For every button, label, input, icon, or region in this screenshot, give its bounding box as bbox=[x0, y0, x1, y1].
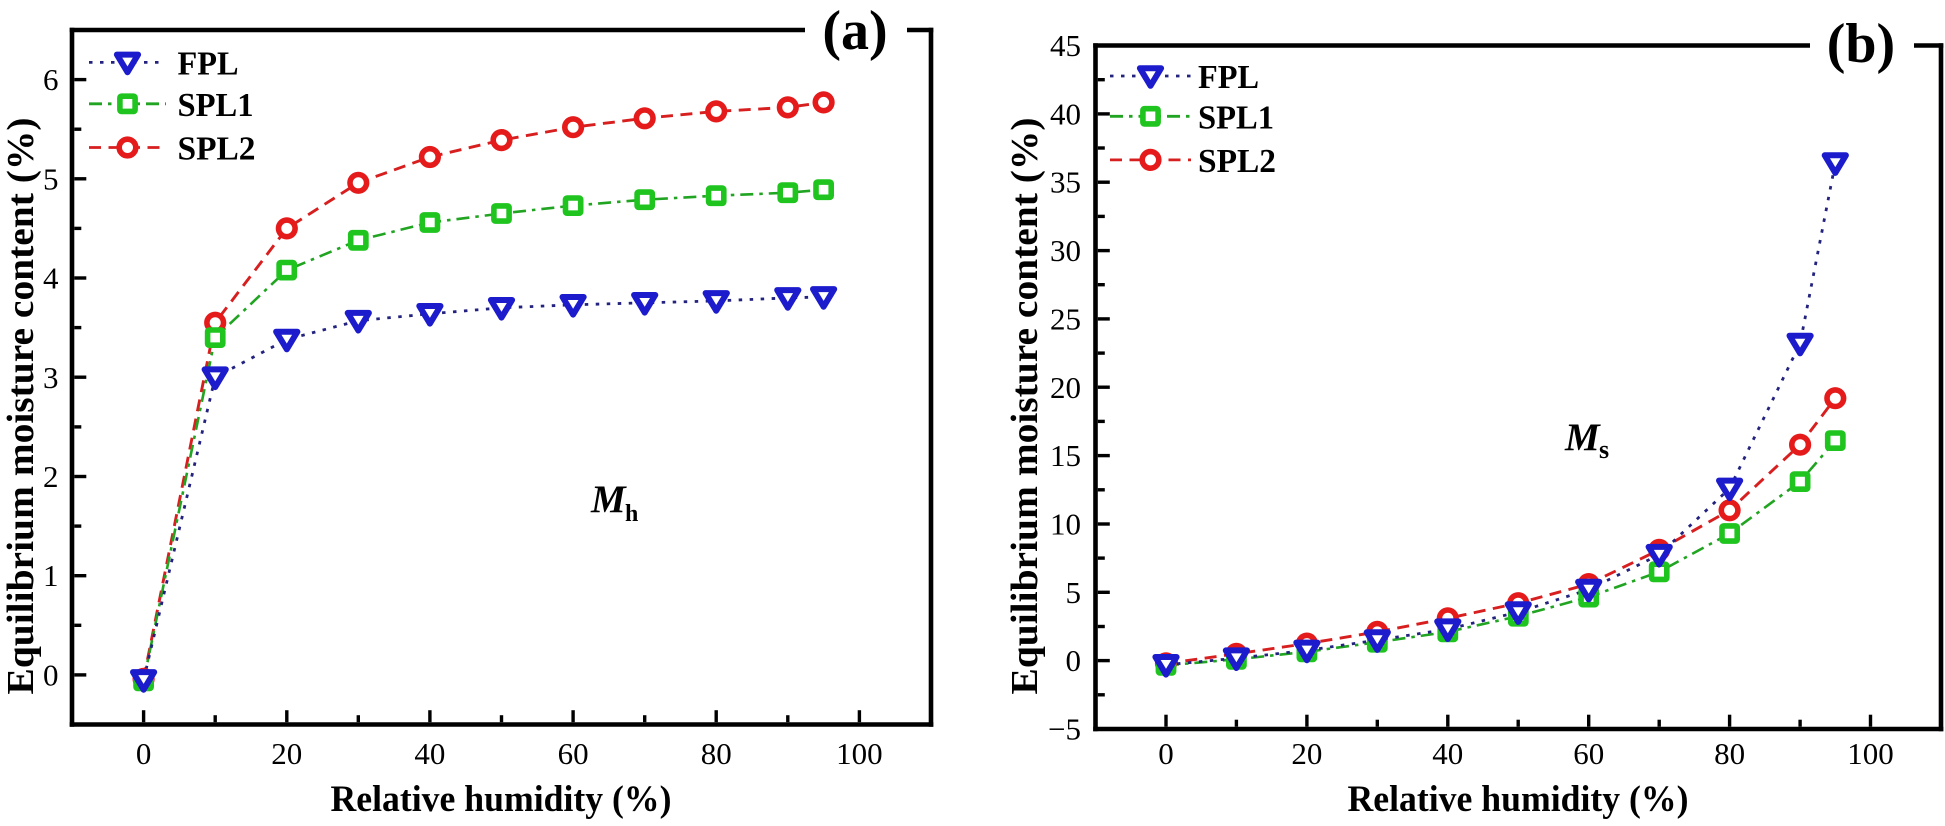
svg-text:Relative humidity (%): Relative humidity (%) bbox=[331, 779, 672, 820]
svg-text:35: 35 bbox=[1050, 165, 1081, 200]
svg-text:h: h bbox=[625, 501, 638, 527]
svg-text:100: 100 bbox=[1847, 736, 1894, 771]
svg-text:SPL1: SPL1 bbox=[178, 87, 254, 124]
svg-text:45: 45 bbox=[1050, 28, 1081, 63]
svg-text:5: 5 bbox=[43, 161, 59, 196]
svg-text:40: 40 bbox=[1432, 736, 1463, 771]
svg-text:15: 15 bbox=[1050, 438, 1081, 473]
svg-text:80: 80 bbox=[701, 736, 732, 771]
svg-text:Equilibrium moisture content (: Equilibrium moisture content (%) bbox=[0, 118, 42, 695]
svg-text:20: 20 bbox=[1050, 370, 1081, 405]
svg-text:3: 3 bbox=[43, 360, 59, 395]
svg-text:SPL2: SPL2 bbox=[178, 131, 256, 168]
svg-text:0: 0 bbox=[43, 657, 59, 692]
svg-text:(a): (a) bbox=[822, 0, 887, 62]
svg-text:M: M bbox=[590, 478, 627, 521]
svg-text:30: 30 bbox=[1050, 233, 1081, 268]
svg-text:20: 20 bbox=[1291, 736, 1322, 771]
svg-text:40: 40 bbox=[414, 736, 445, 771]
svg-text:−5: −5 bbox=[1048, 712, 1081, 747]
svg-text:SPL2: SPL2 bbox=[1198, 143, 1276, 180]
svg-text:4: 4 bbox=[43, 261, 59, 296]
svg-text:0: 0 bbox=[1066, 643, 1082, 678]
svg-text:0: 0 bbox=[136, 736, 152, 771]
svg-text:FPL: FPL bbox=[178, 46, 239, 83]
svg-text:60: 60 bbox=[1573, 736, 1604, 771]
svg-text:1: 1 bbox=[43, 558, 59, 593]
svg-text:80: 80 bbox=[1714, 736, 1745, 771]
svg-text:20: 20 bbox=[271, 736, 302, 771]
svg-text:SPL1: SPL1 bbox=[1198, 100, 1274, 137]
svg-text:2: 2 bbox=[43, 459, 59, 494]
svg-text:60: 60 bbox=[558, 736, 589, 771]
svg-text:40: 40 bbox=[1050, 96, 1081, 131]
svg-text:Equilibrium moisture content (: Equilibrium moisture content (%) bbox=[1004, 118, 1046, 695]
svg-text:s: s bbox=[1599, 435, 1609, 464]
svg-text:6: 6 bbox=[43, 62, 59, 97]
svg-text:M: M bbox=[1564, 416, 1601, 459]
svg-text:5: 5 bbox=[1066, 575, 1082, 610]
svg-text:10: 10 bbox=[1050, 507, 1081, 542]
svg-text:0: 0 bbox=[1158, 736, 1174, 771]
svg-text:25: 25 bbox=[1050, 301, 1081, 336]
svg-text:100: 100 bbox=[836, 736, 883, 771]
svg-text:FPL: FPL bbox=[1198, 59, 1259, 96]
svg-text:Relative humidity (%): Relative humidity (%) bbox=[1348, 779, 1689, 820]
svg-text:(b): (b) bbox=[1827, 13, 1895, 75]
